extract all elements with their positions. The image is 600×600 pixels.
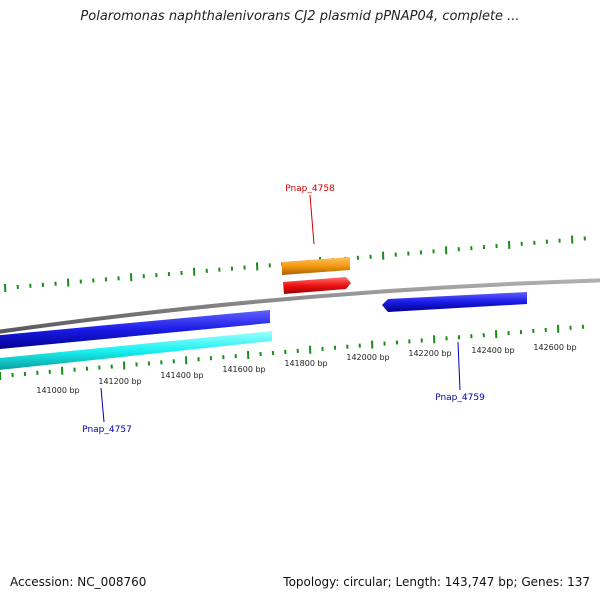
lower-tick-row	[0, 324, 585, 381]
gene-pnap-4757[interactable]	[0, 310, 270, 350]
label-pnap-4757[interactable]: Pnap_4757	[82, 425, 132, 435]
upper-tick-row	[4, 235, 586, 293]
leader-line-pnap-4757	[100, 387, 105, 423]
scale-label: 142600 bp	[533, 343, 576, 352]
scale-label: 141200 bp	[98, 377, 141, 386]
scale-label: 142400 bp	[471, 346, 514, 355]
scale-label: 141800 bp	[284, 359, 327, 368]
map-title: Polaromonas naphthalenivorans CJ2 plasmi…	[80, 9, 520, 24]
genome-backbone	[0, 278, 600, 334]
label-pnap-4758[interactable]: Pnap_4758	[285, 184, 335, 194]
scale-label: 141400 bp	[160, 371, 203, 380]
scale-label: 142200 bp	[408, 349, 451, 358]
genome-summary-text: Topology: circular; Length: 143,747 bp; …	[283, 575, 590, 589]
label-pnap-4759[interactable]: Pnap_4759	[435, 393, 485, 403]
scale-labels: 141000 bp 141200 bp 141400 bp 141600 bp 1418…	[36, 343, 576, 395]
scale-label: 142000 bp	[346, 353, 389, 362]
leader-line-pnap-4759	[457, 341, 461, 391]
scale-label: 141600 bp	[222, 365, 265, 374]
cyan-feature-bar[interactable]	[0, 331, 272, 371]
gene-pnap-4758[interactable]	[283, 277, 351, 294]
scale-label: 141000 bp	[36, 386, 79, 395]
orange-feature-bar[interactable]	[282, 257, 350, 275]
leader-line-pnap-4758	[309, 194, 315, 245]
accession-text: Accession: NC_008760	[10, 575, 147, 589]
gene-pnap-4759[interactable]	[382, 292, 527, 312]
